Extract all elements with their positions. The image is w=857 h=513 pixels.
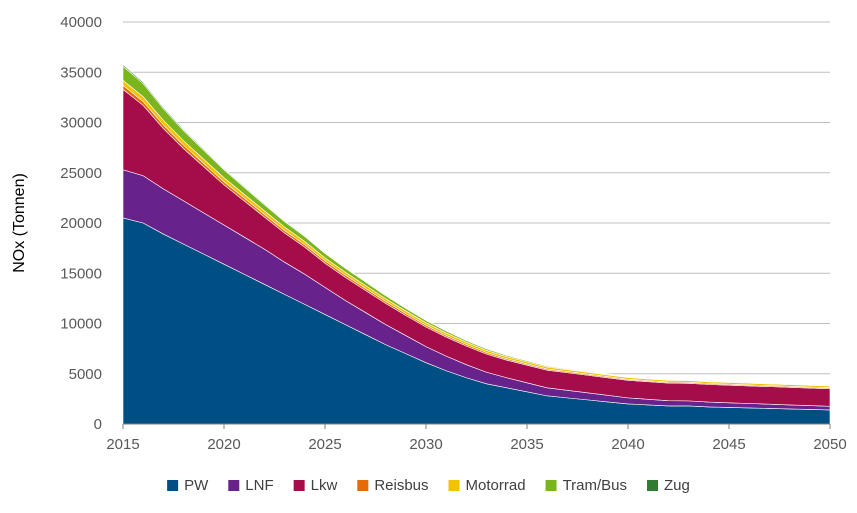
y-tick-label-0: 0: [94, 416, 102, 433]
y-tick-label-2: 10000: [60, 316, 102, 333]
legend-swatch: [545, 480, 557, 491]
legend-label: Lkw: [311, 477, 338, 494]
legend-label: LNF: [245, 477, 273, 494]
x-tick-label-1: 2020: [207, 436, 240, 453]
y-tick-labels: 0 5000 10000 15000 20000 25000 30000 35000 40000: [60, 14, 102, 433]
x-tick-label-6: 2045: [712, 436, 745, 453]
y-axis-label: NOx (Tonnen): [11, 173, 28, 273]
x-tick-label-7: 2050: [813, 436, 846, 453]
x-tick-label-0: 2015: [106, 436, 139, 453]
y-tick-label-6: 30000: [60, 115, 102, 132]
stacked-areas: [122, 64, 831, 425]
y-tick-label-4: 20000: [60, 215, 102, 232]
legend-swatch: [357, 480, 369, 491]
legend-swatch: [228, 480, 240, 491]
y-tick-label-5: 25000: [60, 165, 102, 182]
legend-item-zug: Zug: [647, 477, 690, 494]
legend-label: Motorrad: [466, 477, 526, 494]
legend-label: PW: [184, 477, 209, 494]
y-tick-label-8: 40000: [60, 14, 102, 31]
legend-item-lnf: LNF: [228, 477, 274, 494]
x-tick-label-5: 2040: [611, 436, 644, 453]
y-tick-label-7: 35000: [60, 64, 102, 81]
area-series-zug: [122, 64, 831, 386]
x-tick-label-4: 2035: [510, 436, 543, 453]
legend-item-reisbus: Reisbus: [357, 477, 429, 494]
legend-item-tram-bus: Tram/Bus: [545, 477, 627, 494]
legend-swatch: [167, 480, 179, 491]
x-tick-label-3: 2030: [409, 436, 442, 453]
legend-swatch: [448, 480, 460, 491]
legend-item-lkw: Lkw: [293, 477, 338, 494]
legend-swatch: [293, 480, 305, 491]
legend-item-pw: PW: [167, 477, 209, 494]
legend: PW LNF Lkw Reisbus Motorrad Tram/Bus Zug: [167, 477, 690, 494]
legend-label: Reisbus: [374, 477, 428, 494]
y-tick-label-3: 15000: [60, 265, 102, 282]
legend-label: Tram/Bus: [563, 477, 627, 494]
x-tick-labels: 2015 2020 2025 2030 2035 2040 2045 2050: [106, 436, 846, 453]
legend-label: Zug: [664, 477, 690, 494]
legend-item-motorrad: Motorrad: [448, 477, 526, 494]
axes: [122, 423, 831, 429]
x-tick-label-2: 2025: [308, 436, 341, 453]
legend-swatch: [647, 480, 659, 491]
y-tick-label-1: 5000: [69, 366, 102, 383]
